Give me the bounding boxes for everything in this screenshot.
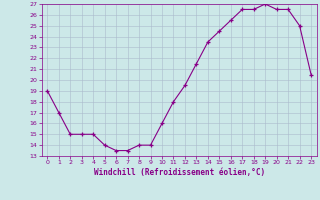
X-axis label: Windchill (Refroidissement éolien,°C): Windchill (Refroidissement éolien,°C) bbox=[94, 168, 265, 177]
